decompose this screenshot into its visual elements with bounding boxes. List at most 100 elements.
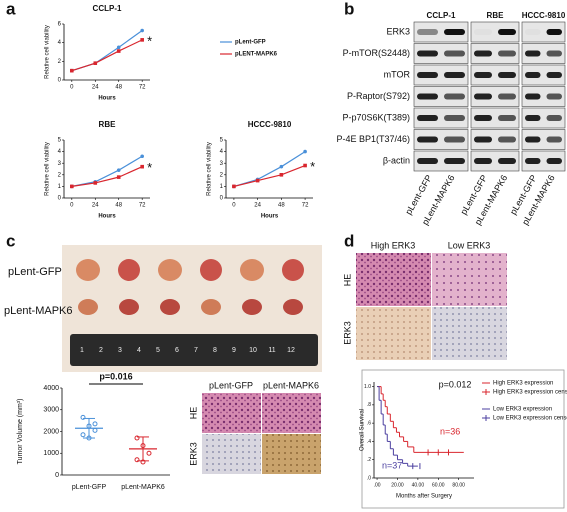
point <box>140 164 144 169</box>
x-tick-label: 48 <box>115 203 122 209</box>
point <box>92 427 98 433</box>
blot-band <box>444 29 465 35</box>
blot <box>470 129 520 150</box>
point <box>70 184 74 189</box>
column-label: High ERK3 <box>371 240 416 250</box>
blot-band <box>546 29 562 35</box>
blot-band <box>546 115 562 121</box>
blot-band <box>525 93 541 100</box>
blot-band <box>417 93 438 100</box>
chart-title: HCCC-9810 <box>248 120 292 129</box>
blot-band <box>444 136 465 143</box>
y-tick-label: 0 <box>58 78 62 84</box>
blot <box>470 107 520 129</box>
ihc-image <box>202 434 261 474</box>
y-tick-label: 2 <box>58 172 62 178</box>
ihc-image <box>262 393 321 433</box>
ihc-image <box>432 307 507 360</box>
point <box>134 435 140 441</box>
y-tick-label: 0 <box>58 196 62 202</box>
point <box>134 457 140 463</box>
blot-band <box>498 29 516 35</box>
blot <box>413 107 469 129</box>
annotation: p=0.016 <box>99 371 132 381</box>
x-axis-label: Months after Surgery <box>396 494 452 500</box>
point <box>140 459 146 465</box>
y-tick-label: 5 <box>58 138 62 144</box>
y-axis-label: Relative cell viability <box>207 142 213 196</box>
blot-band <box>474 158 492 164</box>
tumor <box>201 299 221 315</box>
annotation: * <box>147 33 152 48</box>
x-tick-label: 40.00 <box>412 482 425 488</box>
ihc-image <box>202 393 261 433</box>
tumor <box>76 259 100 281</box>
tumor <box>118 259 140 281</box>
ihc-image <box>432 253 507 306</box>
row-label: pLent-GFP <box>8 266 62 278</box>
y-axis-label: Relative cell viability <box>45 142 51 196</box>
ruler-number: 6 <box>175 347 179 354</box>
x-tick-label: 72 <box>139 85 146 91</box>
x-axis-label: Hours <box>98 214 116 220</box>
y-tick-label: 4 <box>58 149 62 155</box>
blot-band <box>474 72 492 78</box>
point <box>303 163 307 168</box>
blot-band <box>444 50 465 57</box>
protein-label: β-actin <box>383 155 410 165</box>
point <box>303 149 307 154</box>
annotation: * <box>310 159 315 174</box>
blot <box>413 64 469 86</box>
blot-band <box>417 50 438 57</box>
ihc-image <box>356 253 431 306</box>
blot-band <box>474 29 492 35</box>
protein-label: P-p70S6K(T389) <box>342 112 410 122</box>
blot-band <box>417 29 438 35</box>
protein-label: P-mTOR(S2448) <box>343 48 410 58</box>
x-tick-label: pLent-MAPK6 <box>121 484 165 491</box>
tumor <box>78 299 98 315</box>
blot-band <box>444 72 465 78</box>
annotation: p=0.012 <box>439 379 472 389</box>
point <box>80 414 86 420</box>
y-tick-label: 4 <box>220 149 224 155</box>
x-tick-label: 24 <box>92 203 99 209</box>
blot-band <box>498 115 516 121</box>
blot <box>470 86 520 107</box>
blot-band <box>546 136 562 143</box>
panel-label: d <box>344 231 354 250</box>
legend-label: pLent-GFP <box>235 40 266 46</box>
blot-band <box>546 72 562 78</box>
blot-band <box>546 158 562 164</box>
n-label: n=37 <box>382 460 402 470</box>
ruler-number: 10 <box>249 347 257 354</box>
legend-label: High ERK3 expression censored <box>493 390 567 396</box>
y-tick-label: 2 <box>58 59 62 65</box>
y-tick-label: 4000 <box>43 385 59 392</box>
x-tick-label: 0 <box>232 203 236 209</box>
y-axis-label: Tumor Volume (mm³) <box>17 399 24 465</box>
y-tick-label: .0 <box>367 475 371 481</box>
x-tick-label: 0 <box>70 85 74 91</box>
line <box>71 30 143 72</box>
y-tick-label: .4 <box>367 439 371 445</box>
x-axis-label: Hours <box>98 96 116 102</box>
y-tick-label: 4 <box>58 40 62 46</box>
legend-label: High ERK3 expression <box>493 381 553 387</box>
legend-label: Low ERK3 expression <box>493 407 552 413</box>
point <box>279 164 284 169</box>
point <box>140 28 144 33</box>
blot-band <box>444 93 465 100</box>
tumor <box>200 259 222 281</box>
x-tick-label: 0 <box>70 203 74 209</box>
blot <box>521 43 566 64</box>
chart-title: CCLP-1 <box>93 4 122 13</box>
point <box>86 423 92 429</box>
point <box>93 181 98 185</box>
ruler-number: 4 <box>137 347 141 354</box>
x-tick-label: 24 <box>254 203 261 209</box>
point <box>86 435 92 441</box>
point <box>140 154 144 159</box>
x-axis-label: Hours <box>261 214 279 220</box>
